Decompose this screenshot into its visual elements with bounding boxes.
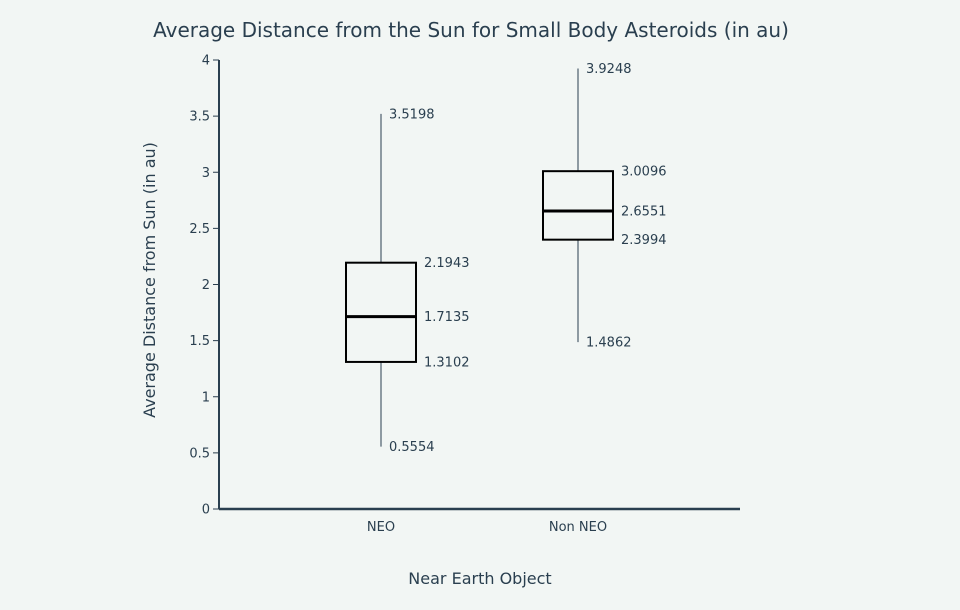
q1-label: 1.3102 bbox=[424, 355, 470, 370]
max-label: 3.5198 bbox=[389, 107, 435, 122]
plot-area: 0 0.5 1 1.5 2 2.5 3 3.5 4 NEO Non NEO 3.5198 2.1943 1… bbox=[189, 54, 740, 535]
y-tick-label: 0.5 bbox=[189, 446, 210, 461]
median-label: 2.6551 bbox=[621, 204, 667, 219]
y-tick-label: 0 bbox=[202, 503, 210, 518]
y-tick-label: 3 bbox=[202, 166, 210, 181]
median-label: 1.7135 bbox=[424, 310, 470, 325]
iqr-box bbox=[542, 170, 614, 241]
q3-label: 2.1943 bbox=[424, 256, 470, 271]
chart-title: Average Distance from the Sun for Small … bbox=[153, 18, 789, 42]
q3-label: 3.0096 bbox=[621, 165, 667, 180]
x-category-label: Non NEO bbox=[549, 520, 607, 535]
y-tick-label: 2.5 bbox=[189, 222, 210, 237]
min-label: 0.5554 bbox=[389, 440, 435, 455]
y-tick-label: 2 bbox=[202, 278, 210, 293]
min-label: 1.4862 bbox=[586, 336, 632, 351]
y-tick-label: 1.5 bbox=[189, 334, 210, 349]
y-tick-label: 3.5 bbox=[189, 110, 210, 125]
max-label: 3.9248 bbox=[586, 62, 632, 77]
x-category-label: NEO bbox=[367, 520, 395, 535]
y-axis-label: Average Distance from Sun (in au) bbox=[140, 142, 159, 418]
iqr-box bbox=[345, 261, 417, 363]
x-axis-label: Near Earth Object bbox=[408, 569, 551, 588]
q1-label: 2.3994 bbox=[621, 233, 667, 248]
y-tick-label: 4 bbox=[202, 54, 210, 69]
y-tick-label: 1 bbox=[202, 390, 210, 405]
